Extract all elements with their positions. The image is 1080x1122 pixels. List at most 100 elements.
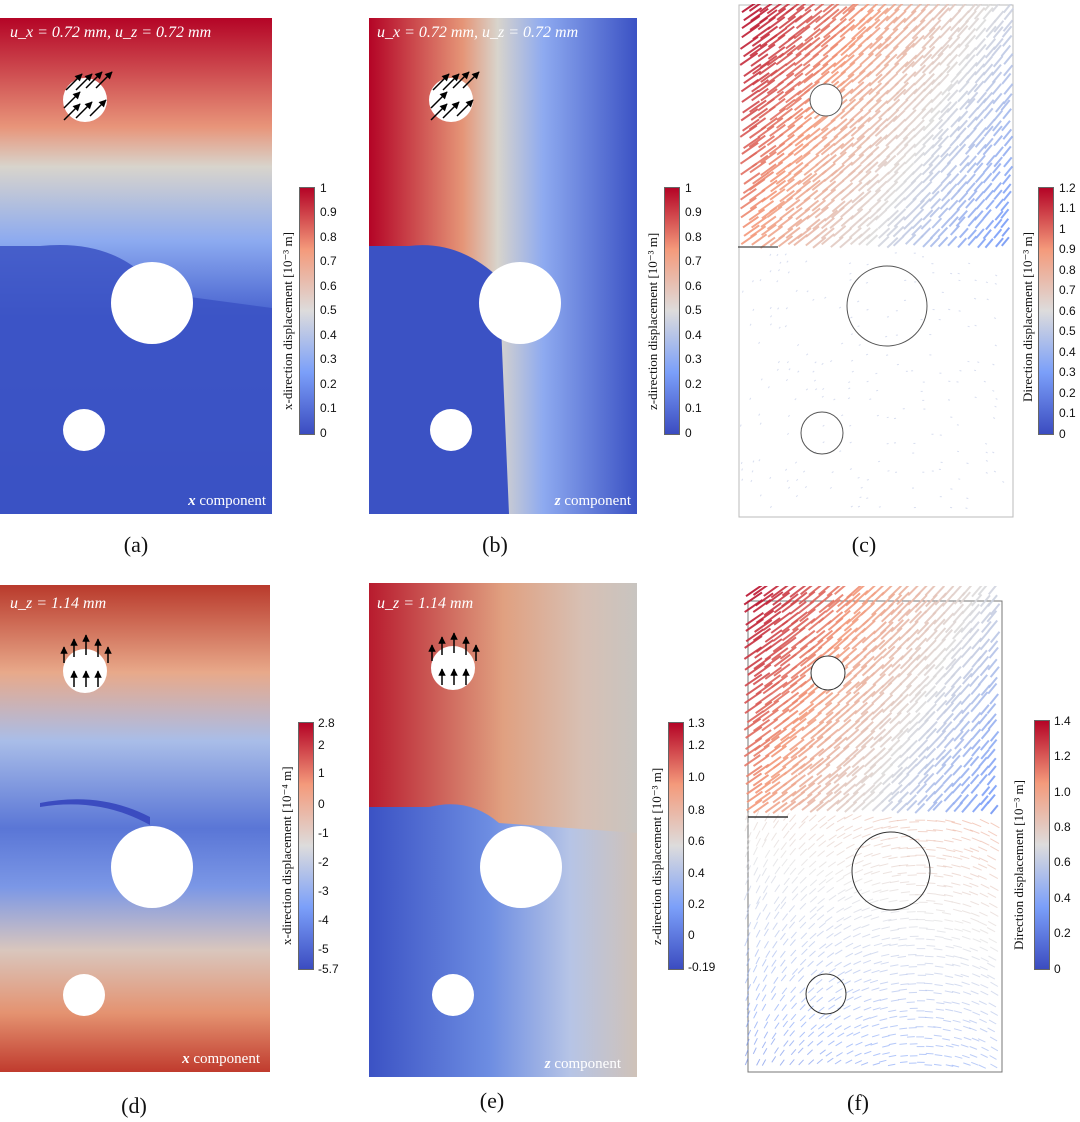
vector-arrow [963,756,973,768]
vector-arrow [800,1021,807,1028]
vector-arrow [810,969,818,976]
vector-arrow [928,110,941,123]
vector-arrow [814,206,829,219]
vector-arrow [900,964,909,967]
vector-arrow [845,611,861,625]
vector-arrow [971,1037,980,1042]
vector-arrow [766,133,784,147]
vector-arrow [945,1044,954,1048]
vector-arrow [773,976,779,984]
vector-arrow [795,0,812,12]
vector-arrow [744,690,762,705]
vector-arrow [944,727,955,740]
vector-arrow [844,801,858,813]
vector-arrow [791,717,807,731]
vector-arrow [790,665,808,680]
vector-arrow [781,1004,787,1012]
vector-arrow [751,233,768,246]
vector-arrow [799,876,807,884]
vector-arrow [808,699,824,713]
vector-arrow [790,914,797,923]
vector-arrow [916,782,928,795]
vector-arrow [992,389,995,392]
vector-arrow [966,462,969,465]
vector-arrow [770,985,776,993]
vector-arrow [896,618,910,632]
vector-arrow [832,118,848,132]
vector-arrow [888,1054,897,1058]
vector-arrow [855,736,869,749]
vector-arrow [962,928,972,933]
vector-arrow [860,736,874,749]
vector-arrow [961,637,973,650]
vector-arrow [961,702,972,715]
vector-arrow [910,0,925,14]
vector-arrow [855,1041,863,1046]
vector-arrow [758,413,761,416]
vector-arrow [754,949,760,957]
vector-arrow [759,34,778,48]
vector-arrow [817,1006,825,1013]
vector-arrow [943,937,953,941]
vector-arrow [760,25,779,40]
vector-arrow [822,43,839,57]
vector-arrow [925,629,938,643]
vector-arrow [800,894,808,902]
vector-arrow [877,36,892,50]
vector-arrow [985,460,989,462]
vector-arrow [949,18,962,32]
vector-arrow [750,53,769,67]
large-hole [480,826,562,908]
vector-arrow [793,25,811,40]
vector-arrow [917,773,929,785]
vector-arrow [1002,480,1005,483]
vector-arrow [957,110,969,123]
vector-arrow [939,25,952,39]
vector-arrow [893,197,906,209]
vector-arrow [771,647,789,661]
vector-arrow [791,893,799,901]
vector-arrow [1002,190,1012,202]
vector-arrow [966,162,977,174]
vector-arrow [781,790,797,803]
vector-arrow [786,479,789,483]
vector-arrow [943,782,954,794]
vector-arrow [892,17,907,32]
vector-arrow [908,654,921,667]
vector-arrow [942,912,952,915]
vector-arrow [852,800,866,813]
vector-arrow [764,666,782,680]
vector-arrow [941,83,953,96]
vector-arrow [823,24,840,39]
vector-arrow [1003,64,1014,77]
vector-arrow [796,36,814,51]
colorbar-c [1038,187,1054,435]
vector-arrow [980,831,990,837]
vector-arrow [893,215,906,228]
vector-arrow [845,592,861,607]
vector-arrow [980,883,990,889]
vector-arrow [971,822,982,828]
vector-arrow [990,822,1000,829]
vector-arrow [943,1001,952,1004]
vector-arrow [916,621,930,635]
vector-arrow [763,965,769,973]
vector-arrow [924,1010,933,1013]
vector-arrow [993,10,1005,23]
vector-arrow [790,746,806,759]
vector-arrow [809,850,817,858]
vector-arrow [934,685,947,698]
vector-arrow [741,89,760,103]
vector-arrow [854,1024,862,1029]
tick: 0.4 [1054,891,1071,905]
vector-arrow [985,472,988,474]
vector-arrow [936,708,948,721]
vector-arrow [890,910,900,914]
vector-arrow [992,92,1003,105]
vector-arrow [874,124,888,137]
vector-arrow [850,153,865,166]
vector-arrow [988,902,998,909]
vector-arrow [983,71,994,84]
vector-arrow [773,839,780,848]
vector-arrow [892,235,905,247]
